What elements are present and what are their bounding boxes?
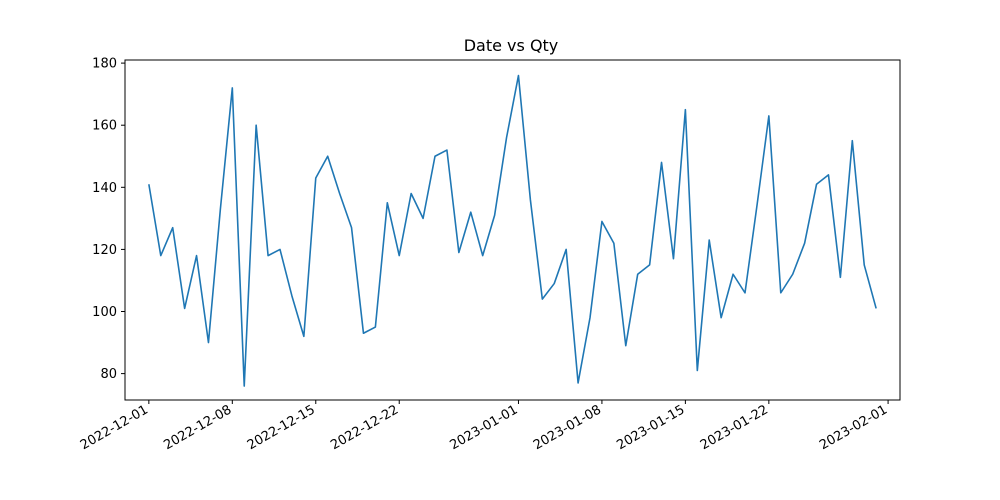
y-tick-label: 140 [92, 181, 117, 196]
y-tick-label: 180 [92, 57, 117, 72]
axes-frame [124, 59, 901, 401]
y-tick-label: 100 [92, 305, 117, 320]
y-tick-label: 160 [92, 119, 117, 134]
y-tick-label: 120 [92, 243, 117, 258]
y-tick-label: 80 [100, 367, 117, 382]
chart-title: Date vs Qty [464, 36, 559, 55]
series-line-0 [148, 74, 877, 387]
